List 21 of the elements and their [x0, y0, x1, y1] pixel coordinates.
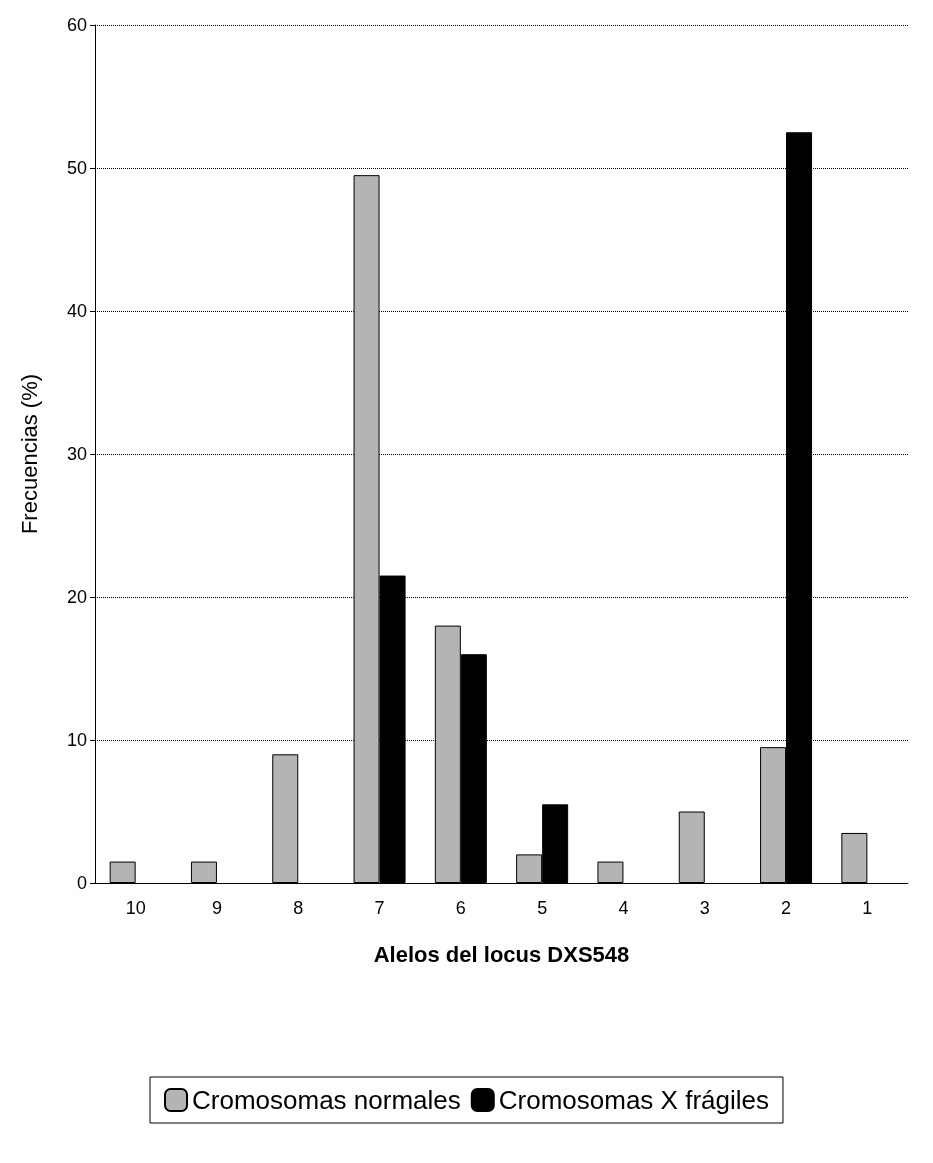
legend-label: Cromosomas X frágiles [498, 1085, 769, 1115]
x-tick-label: 10 [125, 898, 146, 918]
x-tick-label: 3 [699, 898, 710, 918]
y-tick-label: 40 [66, 301, 87, 321]
x-tick-label: 1 [862, 898, 873, 918]
x-tick-label: 7 [374, 898, 385, 918]
x-axis-title: Alelos del locus DXS548 [373, 941, 630, 967]
x-tick-label: 9 [211, 898, 222, 918]
y-axis-title: Frecuencias (%) [16, 373, 42, 535]
y-tick-label: 50 [66, 158, 87, 178]
x-tick-label: 2 [781, 898, 792, 918]
x-tick-label: 4 [618, 898, 629, 918]
x-tick-label: 5 [537, 898, 548, 918]
legend-label: Cromosomas normales [192, 1085, 461, 1115]
y-tick-label: 20 [66, 587, 87, 607]
y-tick-label: 60 [66, 15, 87, 35]
y-tick-label: 0 [76, 873, 87, 893]
x-tick-label: 6 [455, 898, 466, 918]
y-tick-label: 10 [66, 730, 87, 750]
y-tick-label: 30 [66, 444, 87, 464]
x-tick-label: 8 [293, 898, 304, 918]
